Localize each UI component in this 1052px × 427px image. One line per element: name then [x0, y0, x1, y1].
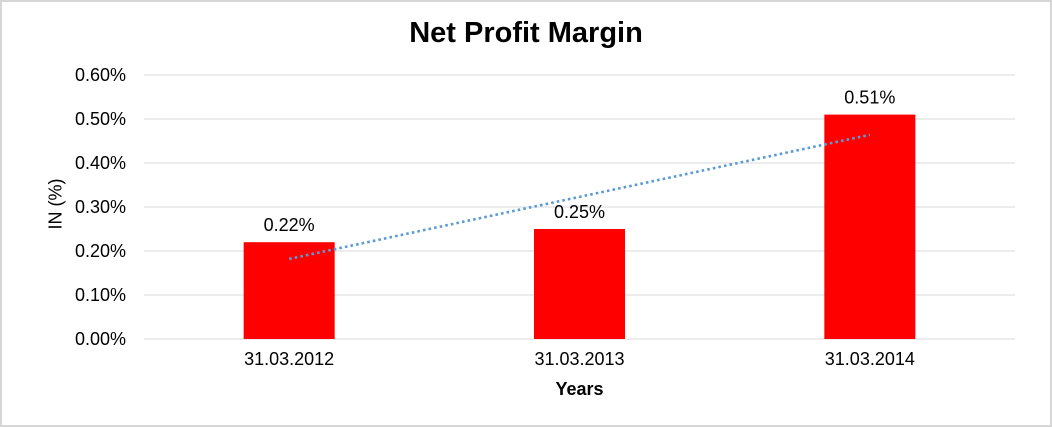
y-axis-tick-label: 0.50%: [75, 109, 126, 129]
bar-data-label: 0.22%: [264, 215, 315, 235]
y-axis-tick-label: 0.00%: [75, 329, 126, 349]
bar: [534, 229, 625, 339]
bar: [824, 114, 916, 339]
y-axis-tick-label: 0.30%: [75, 197, 126, 217]
x-axis-tick-label: 31.03.2013: [534, 349, 624, 369]
x-axis-title: Years: [555, 379, 604, 399]
y-axis-tick-label: 0.20%: [75, 241, 126, 261]
y-axis-tick-label: 0.40%: [75, 153, 126, 173]
x-axis-tick-label: 31.03.2014: [825, 349, 915, 369]
x-axis-tick-label: 31.03.2012: [244, 349, 334, 369]
bar-data-label: 0.25%: [554, 202, 605, 222]
y-axis-tick-label: 0.60%: [75, 65, 126, 85]
bar: [243, 242, 335, 339]
trendline: [288, 133, 871, 261]
bar-data-label: 0.51%: [844, 88, 895, 108]
y-axis-tick-label: 0.10%: [75, 285, 126, 305]
chart-title: Net Profit Margin: [409, 17, 643, 49]
